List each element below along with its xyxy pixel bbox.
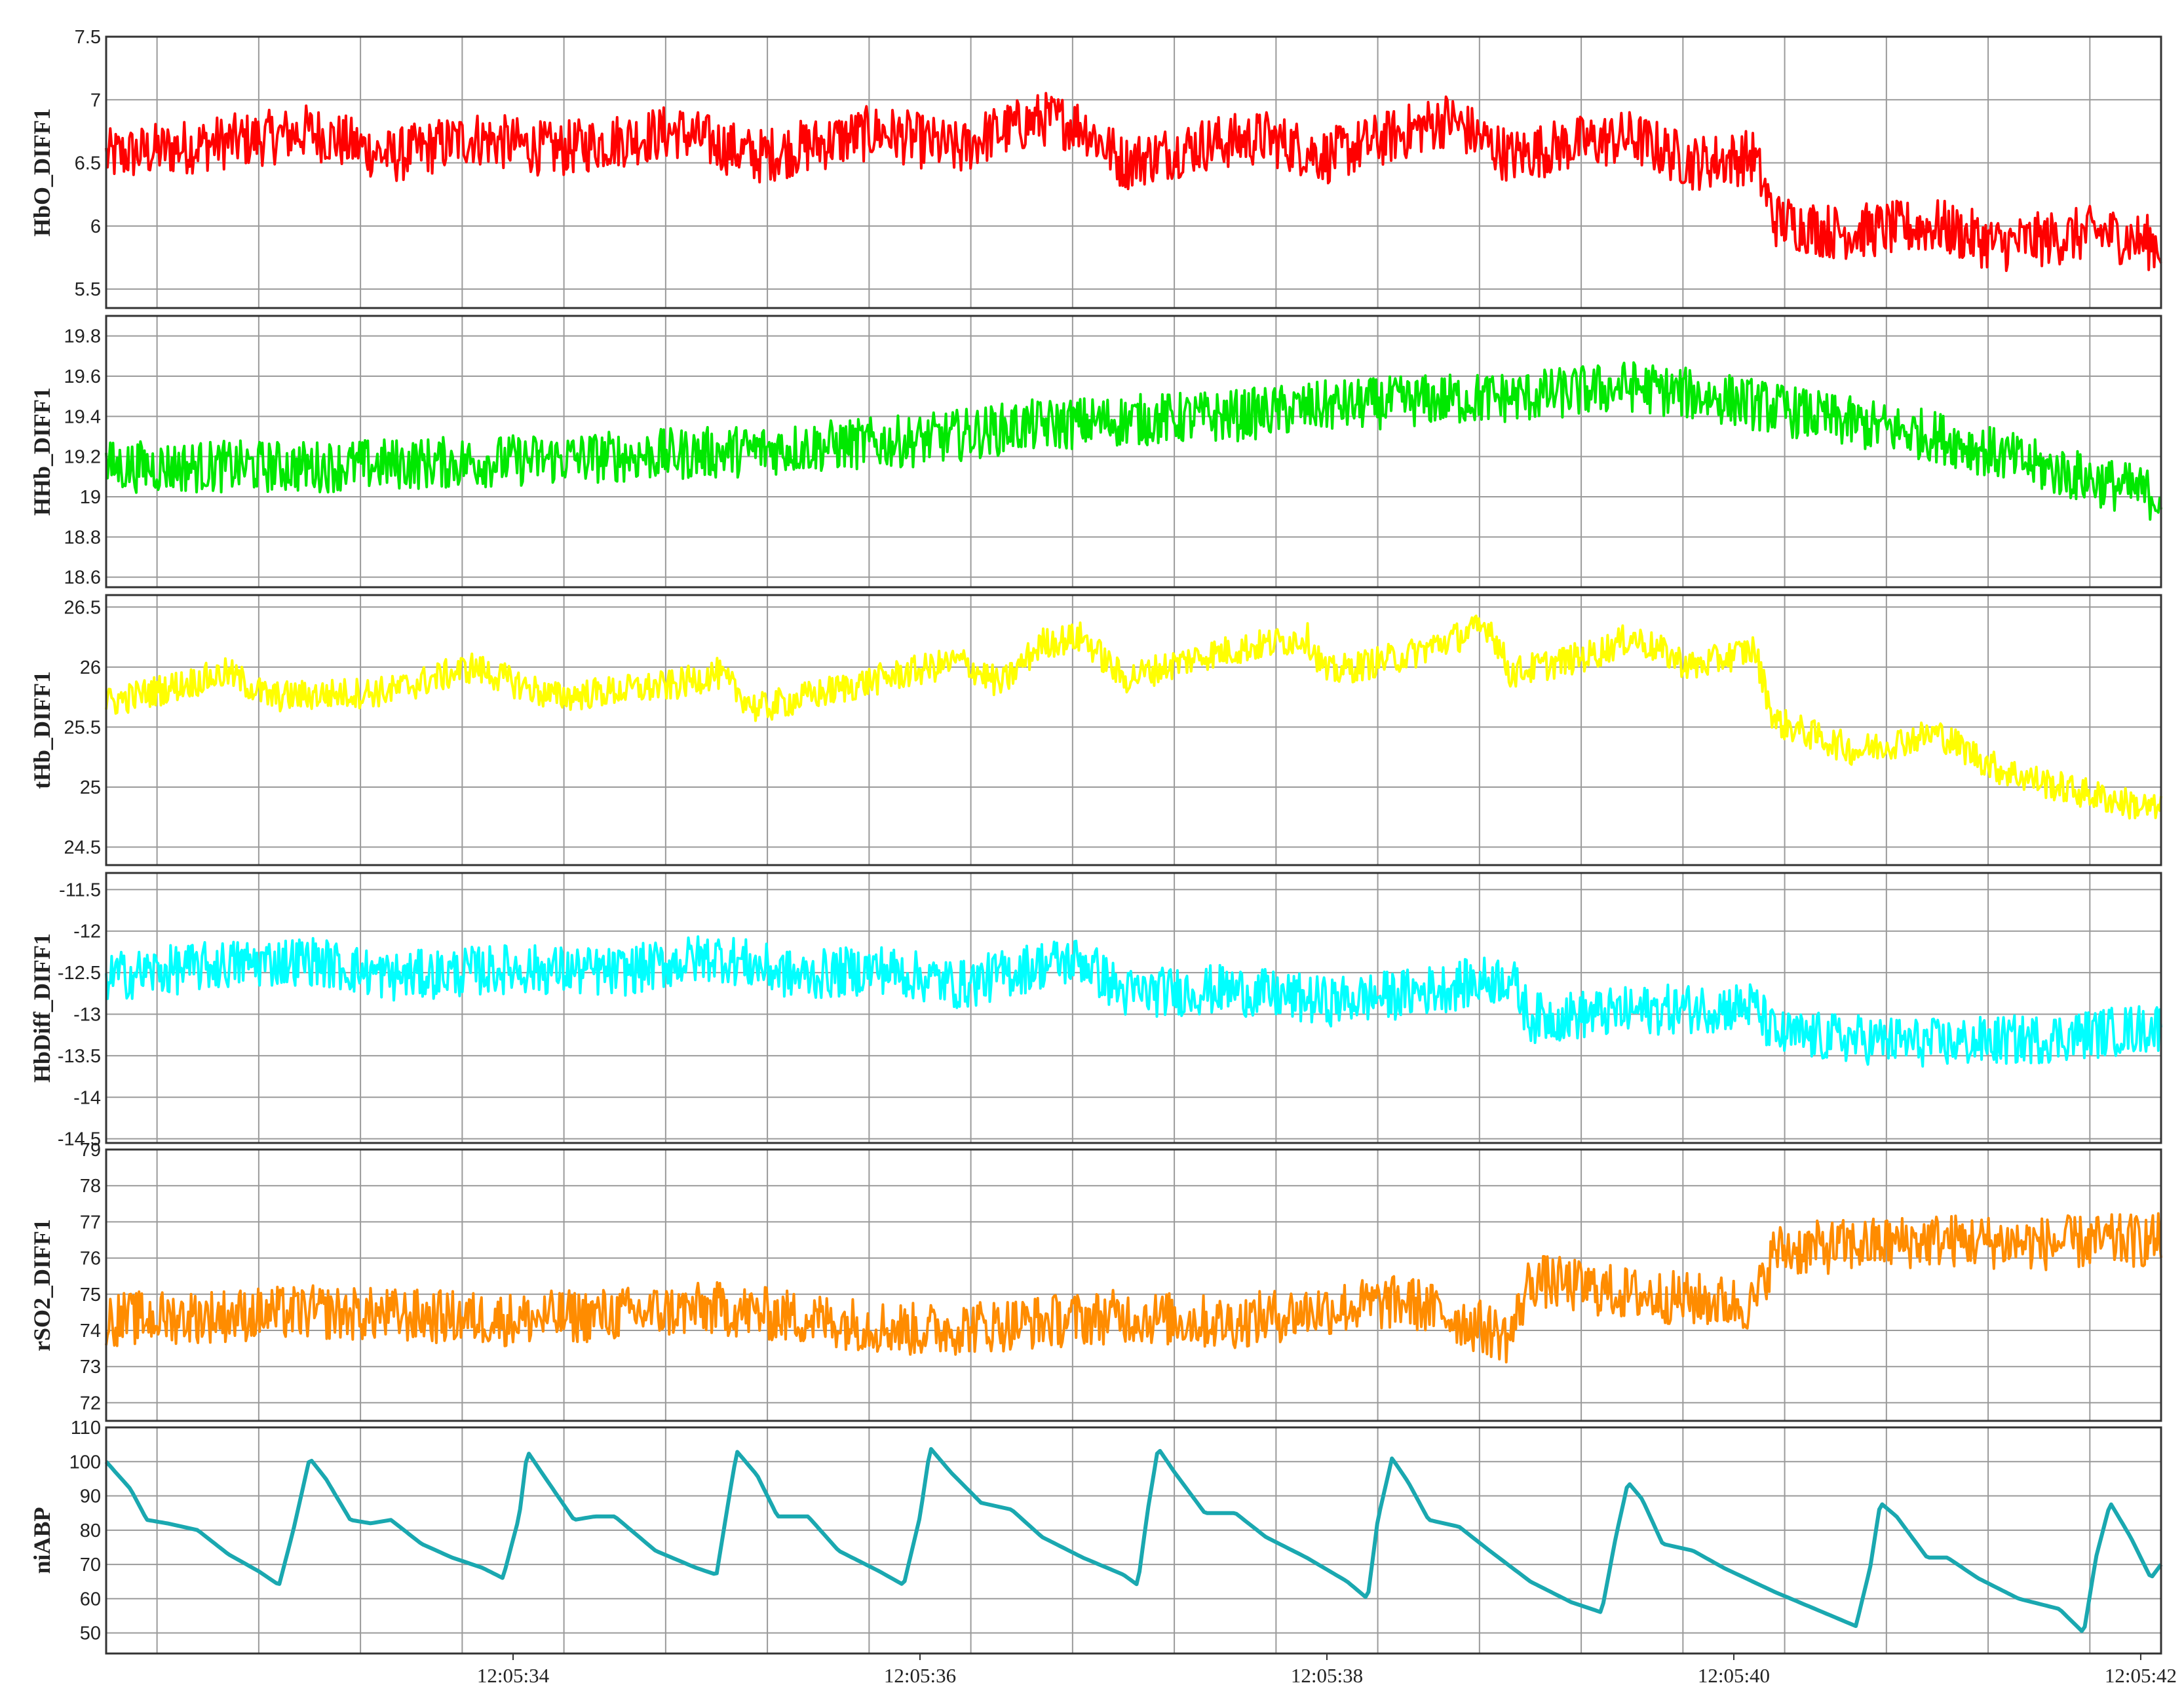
- panel-frame: [105, 872, 2162, 1144]
- panel-frame: [105, 1426, 2162, 1655]
- y-tick-label: 73: [80, 1357, 101, 1378]
- y-tick-label: 6.5: [75, 153, 101, 174]
- series-line-HbO_DIFF1: [105, 92, 2162, 273]
- panel-HHb_DIFF1: 19.8 19.6 19.4 19.2 19 18.8 18.6 HHb_DIFF1: [29, 315, 2162, 589]
- panel-frame: [105, 315, 2162, 589]
- y-axis-ticks: 79 78 77 76 75 74 73 72: [80, 1140, 2161, 1414]
- y-axis-ticks: 26.5 26 25.5 25 24.5: [64, 597, 2161, 859]
- x-tick-label: 12:05:42: [2105, 1664, 2177, 1687]
- y-tick-label: 77: [80, 1212, 101, 1233]
- y-tick-label: 25.5: [64, 717, 101, 738]
- y-tick-label: 100: [69, 1452, 101, 1473]
- y-tick-label: 90: [80, 1486, 101, 1507]
- y-axis-label: HbDiff_DIFF1: [29, 933, 55, 1083]
- y-axis-label: rSO2_DIFF1: [29, 1219, 55, 1351]
- y-tick-label: -14: [73, 1087, 101, 1108]
- panel-HbDiff_DIFF1: -11.5 -12 -12.5 -13 -13.5 -14 -14.5 HbDiff_DIFF…: [29, 872, 2162, 1150]
- series-line-tHb_DIFF1: [105, 614, 2162, 820]
- y-axis-ticks: 19.8 19.6 19.4 19.2 19 18.8 18.6: [64, 326, 2161, 589]
- y-tick-label: 19.8: [64, 326, 101, 347]
- y-tick-label: 19.2: [64, 447, 101, 468]
- y-tick-label: -13: [73, 1005, 101, 1026]
- series-line-HbDiff_DIFF1: [105, 935, 2162, 1068]
- panel-frame: [105, 594, 2162, 866]
- y-tick-label: 25: [80, 777, 101, 798]
- y-tick-label: 50: [80, 1623, 101, 1644]
- x-tick-label: 12:05:40: [1698, 1664, 1770, 1687]
- y-tick-label: 74: [80, 1321, 101, 1342]
- x-tick-label: 12:05:36: [884, 1664, 956, 1687]
- y-tick-label: 19.4: [64, 406, 101, 427]
- panel-frame: [105, 1148, 2162, 1422]
- y-axis-ticks: -11.5 -12 -12.5 -13 -13.5 -14 -14.5: [58, 880, 2161, 1150]
- y-tick-label: 26: [80, 657, 101, 678]
- y-tick-label: -12.5: [58, 963, 101, 984]
- y-tick-label: 75: [80, 1285, 101, 1306]
- y-axis-label: tHb_DIFF1: [29, 671, 55, 789]
- series-line-HHb_DIFF1: [105, 361, 2162, 521]
- panel-niABP: 110 100 90 80 70 60 50 niABP: [29, 1418, 2163, 1655]
- y-tick-label: 70: [80, 1555, 101, 1576]
- panel-rSO2_DIFF1: 79 78 77 76 75 74 73 72 rSO2_DIFF1: [29, 1140, 2162, 1422]
- y-tick-label: 110: [71, 1418, 101, 1439]
- vertical-gridlines: [156, 37, 2091, 308]
- y-tick-label: 60: [80, 1589, 101, 1610]
- vertical-gridlines: [156, 316, 2091, 587]
- y-tick-label: 79: [80, 1140, 101, 1161]
- panel-HbO_DIFF1: 7.5 7 6.5 6 5.5 HbO_DIFF1: [29, 27, 2162, 309]
- y-axis-label: HbO_DIFF1: [29, 108, 55, 237]
- x-tick-label: 12:05:38: [1291, 1664, 1363, 1687]
- vertical-gridlines: [156, 1427, 2091, 1654]
- y-tick-label: 80: [80, 1520, 101, 1541]
- y-tick-label: 5.5: [75, 279, 101, 300]
- y-axis-label: niABP: [29, 1507, 55, 1574]
- y-tick-label: 18.8: [64, 527, 101, 548]
- panel-tHb_DIFF1: 26.5 26 25.5 25 24.5 tHb_DIFF1: [29, 594, 2162, 866]
- y-tick-label: 72: [80, 1393, 101, 1414]
- y-tick-label: 76: [80, 1248, 101, 1269]
- vertical-gridlines: [156, 1150, 2091, 1421]
- y-tick-label: -13.5: [58, 1046, 101, 1067]
- y-tick-label: 26.5: [64, 597, 101, 618]
- y-tick-label: 7.5: [75, 27, 101, 48]
- series-line-rSO2_DIFF1: [105, 1212, 2162, 1364]
- panel-frame: [105, 35, 2162, 309]
- y-tick-label: 7: [90, 90, 101, 111]
- y-tick-label: -14.5: [58, 1129, 101, 1150]
- x-axis: 12:05:34 12:05:36 12:05:38 12:05:40 12:05:42: [477, 1654, 2177, 1687]
- y-tick-label: 6: [90, 216, 101, 237]
- y-tick-label: 18.6: [64, 568, 101, 589]
- y-tick-label: -11.5: [59, 880, 101, 900]
- y-tick-label: 24.5: [64, 838, 101, 859]
- y-tick-label: -12: [73, 921, 101, 942]
- x-tick-label: 12:05:34: [477, 1664, 550, 1687]
- y-axis-ticks: 110 100 90 80 70 60 50: [69, 1418, 2161, 1644]
- y-axis-label: HHb_DIFF1: [29, 387, 55, 516]
- y-tick-label: 19.6: [64, 366, 101, 387]
- series-line-niABP: [104, 1447, 2163, 1633]
- y-tick-label: 78: [80, 1176, 101, 1197]
- y-tick-label: 19: [80, 487, 101, 508]
- vertical-gridlines: [156, 873, 2091, 1143]
